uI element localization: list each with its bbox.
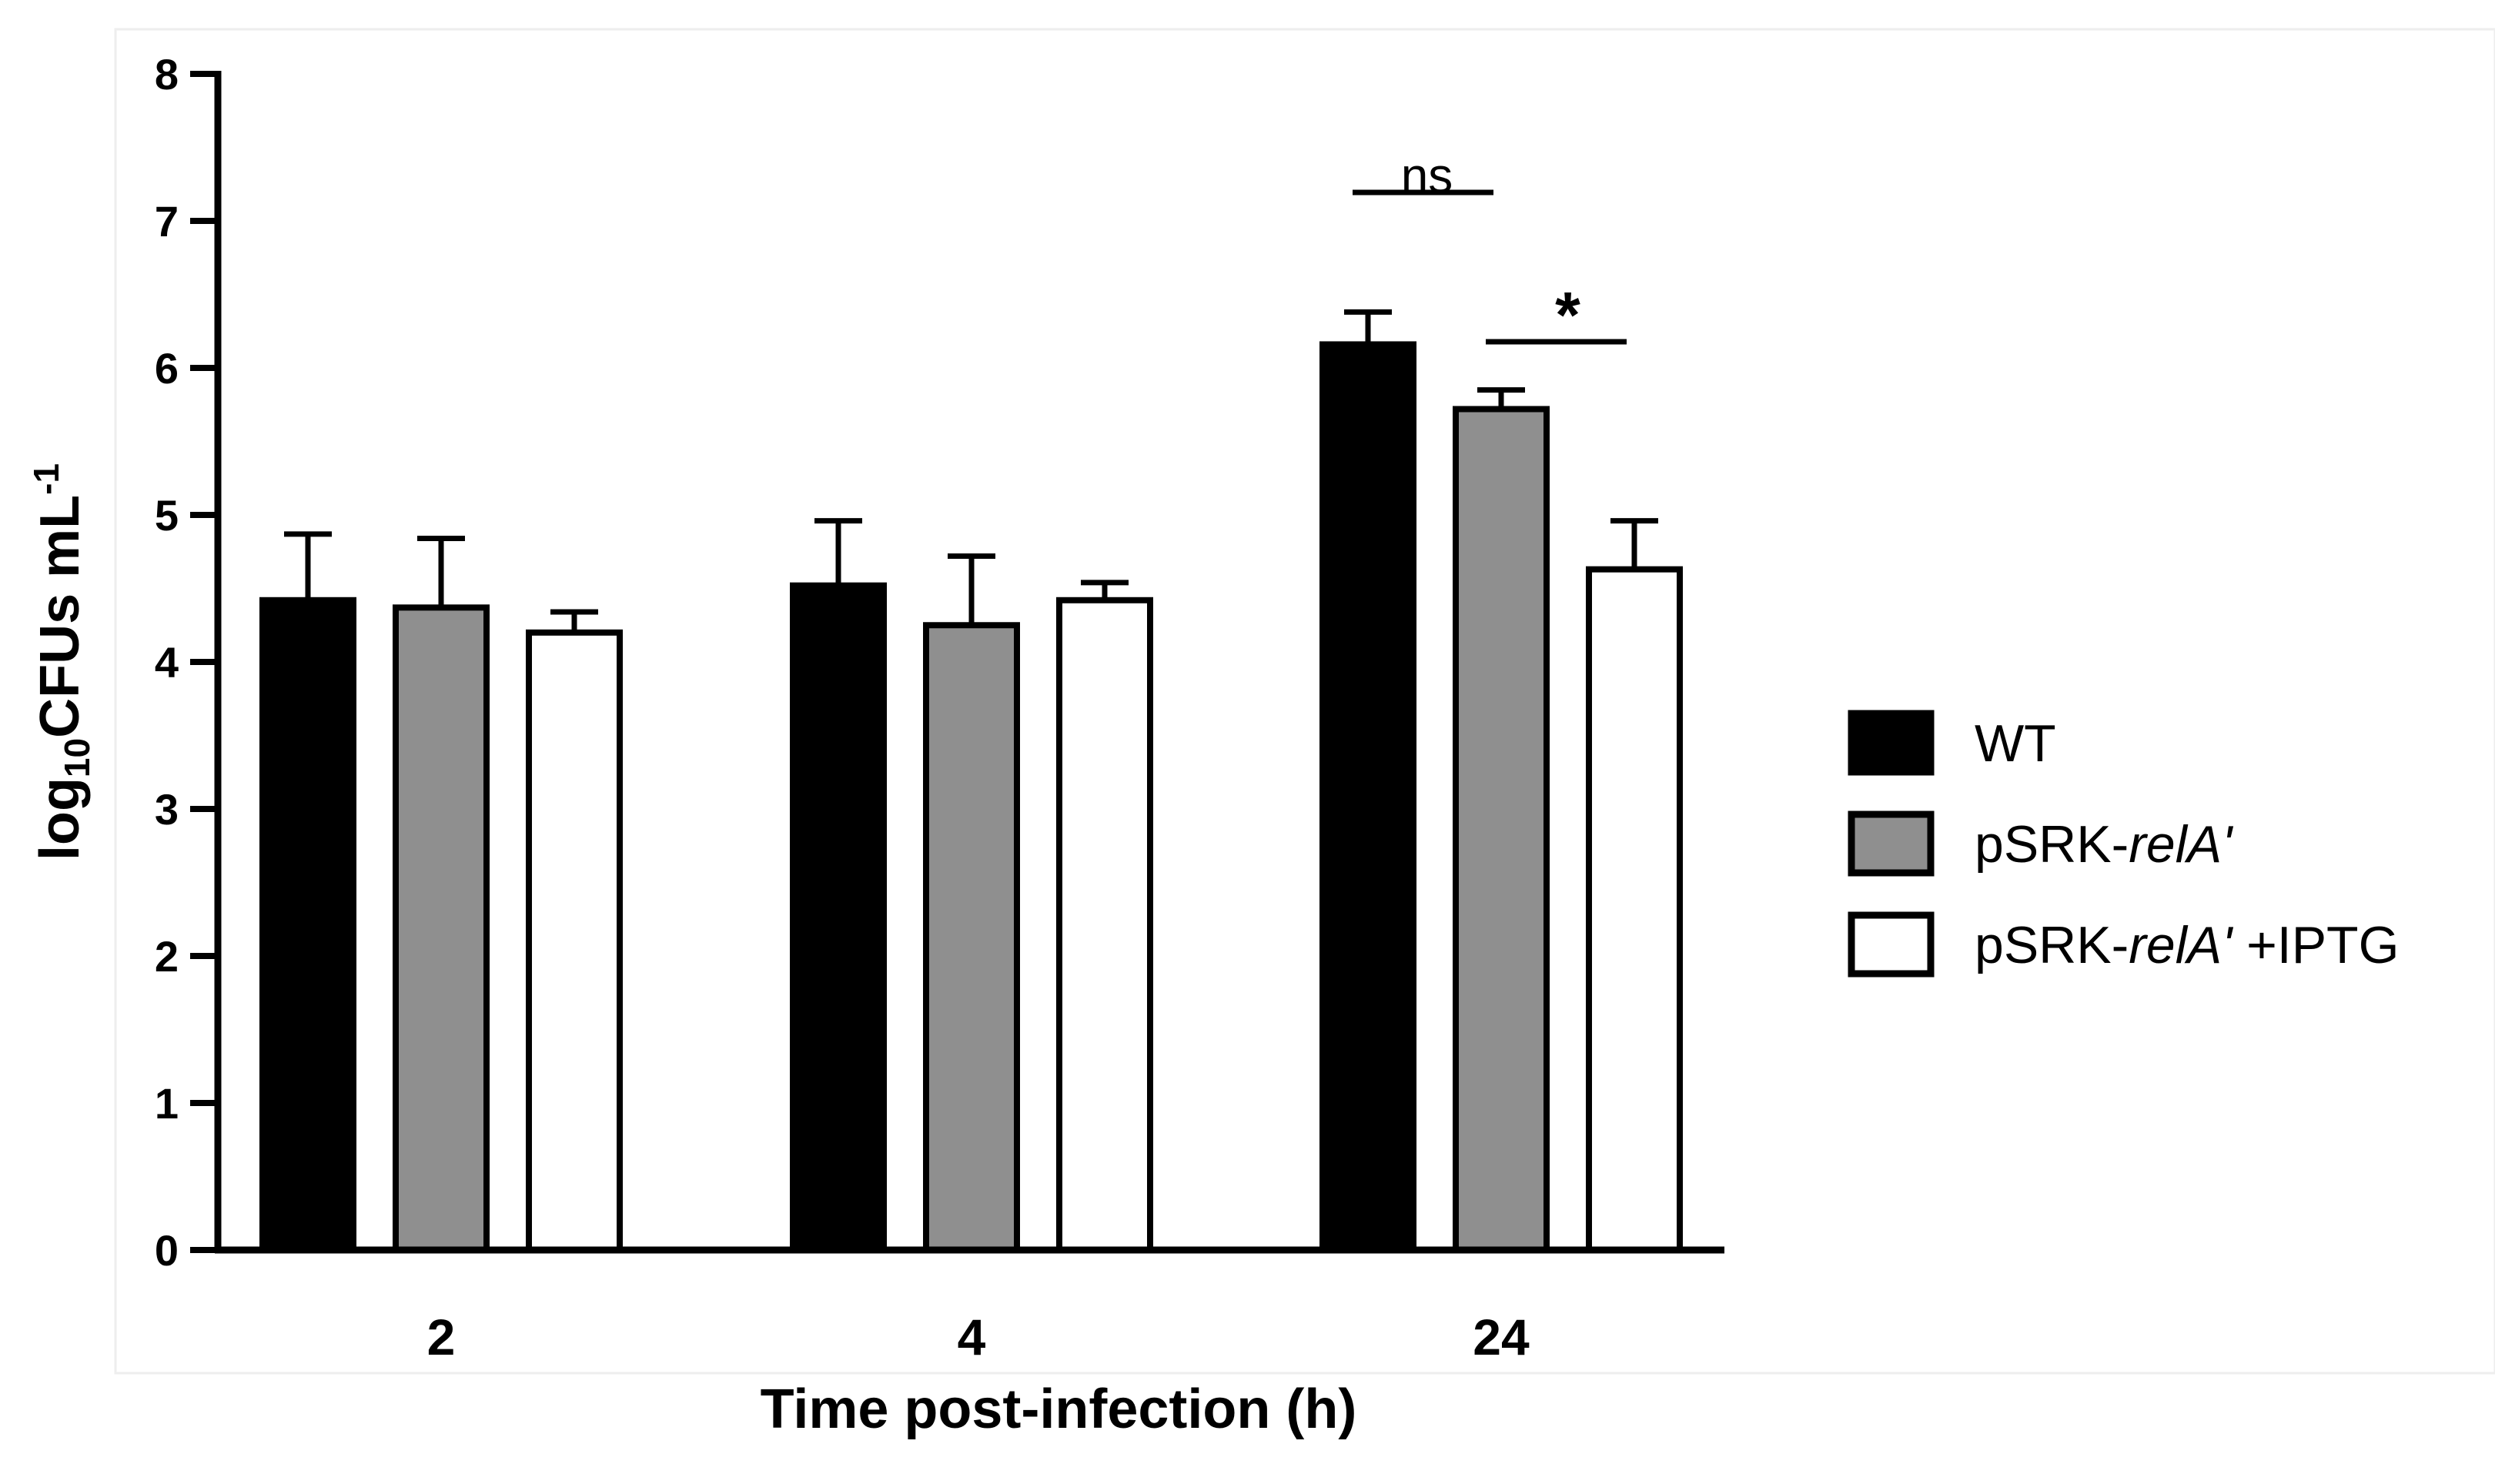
- y-tick-label: 4: [155, 638, 179, 687]
- x-tick-label: 2: [427, 1309, 456, 1365]
- y-tick-label: 7: [155, 197, 179, 246]
- legend-swatch: [1848, 911, 1935, 978]
- bar: [259, 597, 356, 1253]
- x-tick-label: 4: [958, 1309, 986, 1365]
- legend-label: pSRK-relA': [1975, 815, 2233, 874]
- bar: [1453, 406, 1550, 1253]
- y-axis-title-subscript: 10: [57, 738, 97, 777]
- bars-layer: [259, 309, 1683, 1254]
- y-tick-label: 6: [155, 344, 179, 393]
- y-axis-title-main: CFUs mL: [29, 495, 91, 738]
- y-tick-label: 1: [155, 1079, 179, 1128]
- legend-label: WT: [1975, 714, 2056, 773]
- y-tick-label: 8: [155, 50, 179, 99]
- bar: [790, 582, 887, 1253]
- plot-frame: [114, 28, 2495, 1375]
- bar: [393, 604, 490, 1253]
- y-axis-title: log10CFUs mL-1: [26, 463, 97, 861]
- x-axis-title: Time post-infection (h): [761, 1379, 1357, 1440]
- y-tick-label: 0: [155, 1226, 179, 1275]
- y-axis-title-base: log: [29, 777, 91, 861]
- x-tick-label: 24: [1473, 1309, 1530, 1365]
- y-tick-label: 2: [155, 932, 179, 981]
- legend-label: pSRK-relA' +IPTG: [1975, 916, 2399, 974]
- bar: [526, 629, 623, 1253]
- legend-swatch: [1848, 710, 1935, 776]
- y-tick-label: 3: [155, 785, 179, 834]
- y-tick-label: 5: [155, 491, 179, 540]
- legend-swatch: [1848, 811, 1935, 877]
- legend: WT pSRK-relA' pSRK-relA' +IPTG: [1848, 710, 2399, 978]
- significance-label: *: [1555, 279, 1580, 351]
- bar: [1319, 341, 1416, 1254]
- bar: [1586, 566, 1683, 1253]
- significance-annotations: ns *: [1353, 148, 1627, 351]
- bar: [923, 622, 1020, 1253]
- significance-label: ns: [1401, 148, 1453, 203]
- y-axis-title-superscript: -1: [26, 463, 66, 495]
- bar: [1056, 597, 1153, 1253]
